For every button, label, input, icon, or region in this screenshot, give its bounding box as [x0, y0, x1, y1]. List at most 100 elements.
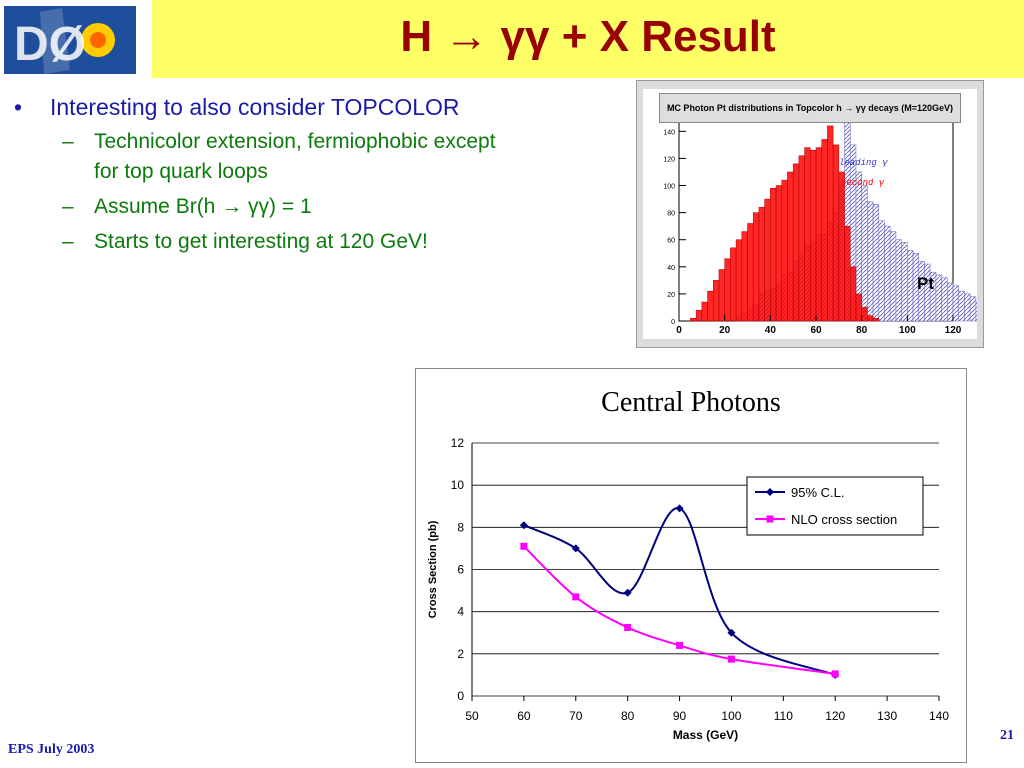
x-tick-label: 70	[569, 709, 583, 723]
histogram-bar-second	[724, 258, 731, 322]
histogram-bar-second	[770, 187, 777, 322]
histogram-bar-second	[690, 318, 697, 322]
histogram-bar-leading	[964, 293, 971, 322]
footer-conference: EPS July 2003	[8, 742, 95, 757]
x-tick-label: 120	[825, 709, 845, 723]
y-tick-label: 40	[667, 265, 675, 272]
bullet-main-text: Interesting to also consider TOPCOLOR	[50, 94, 460, 120]
histogram-bar-second	[718, 269, 725, 322]
histogram-bar-second	[827, 125, 834, 322]
y-tick-label: 80	[667, 211, 675, 218]
bullet-dot-icon: •	[14, 94, 23, 120]
bullet-list: • Interesting to also consider TOPCOLOR –…	[14, 92, 614, 257]
data-point-diamond	[727, 628, 736, 637]
slide-header: DØ H → γγ + X Result	[0, 0, 1024, 78]
x-tick-label: 110	[774, 709, 793, 723]
y-tick-label: 140	[663, 129, 675, 136]
x-tick-label: 60	[810, 325, 822, 336]
bullet-main: • Interesting to also consider TOPCOLOR	[14, 92, 614, 122]
line-chart: Central Photons 0 2 4 6 8 10 12 50 60 70 80 90 100 110…	[427, 387, 949, 742]
histogram-bar-leading	[958, 290, 965, 322]
data-point-diamond	[675, 504, 684, 513]
x-tick-label: 50	[465, 709, 479, 723]
sub-bullet-text: Starts to get interesting at 120 GeV!	[94, 230, 428, 253]
x-tick-label: 90	[673, 709, 687, 723]
data-point-square	[831, 670, 839, 678]
histogram-bar-leading	[946, 282, 954, 322]
page-number: 21	[1000, 728, 1014, 743]
histogram-bar-leading	[878, 220, 885, 322]
y-tick-label: 120	[663, 156, 675, 163]
sub-bullet-2: – Assume Br(h → γγ) = 1	[14, 192, 514, 222]
data-point-square	[572, 593, 580, 601]
histogram-bar-second	[810, 150, 817, 322]
data-point-square	[624, 623, 632, 631]
x-tick-label: 140	[929, 709, 949, 723]
x-tick-label: 40	[765, 325, 777, 336]
data-point-square	[727, 655, 735, 663]
legend-marker	[766, 488, 774, 496]
histogram-canvas: 0 20 40 60 80 100 120 0 20 40 60 80 100 120 140 leading…	[643, 89, 988, 339]
y-tick-label: 4	[457, 605, 464, 619]
x-axis-label: Pt	[917, 274, 934, 293]
data-point-diamond	[519, 521, 528, 530]
title-bar: H → γγ + X Result	[152, 0, 1024, 78]
histogram-bar-second	[832, 144, 840, 322]
slide-title: H → γγ + X Result	[400, 12, 776, 61]
histogram-bar-second	[855, 293, 862, 322]
data-point-square	[676, 641, 684, 649]
dash-icon: –	[62, 130, 74, 153]
histogram-bar-leading	[867, 201, 874, 322]
histogram-bar-second	[701, 301, 708, 322]
legend-marker	[766, 515, 774, 523]
histogram-bar-second	[775, 185, 783, 322]
y-tick-label: 100	[663, 184, 675, 191]
histogram-bar-second	[781, 179, 788, 322]
dash-icon: –	[62, 230, 74, 253]
histogram-bar-second	[713, 280, 720, 322]
y-tick-label: 60	[667, 238, 675, 245]
logo-text: DØ	[14, 18, 86, 71]
histogram-bar-second	[867, 315, 874, 322]
histogram-bar-second	[695, 309, 703, 322]
d0-logo-graphic: DØ	[4, 6, 136, 74]
histogram-bar-second	[747, 223, 754, 322]
histogram-chart: 0 20 40 60 80 100 120 0 20 40 60 80 100 120 140 leading…	[663, 110, 988, 336]
y-tick-label: 0	[671, 319, 675, 326]
series-line-1	[523, 545, 836, 675]
x-tick-label: 100	[721, 709, 741, 723]
d0-logo: DØ	[0, 0, 152, 78]
histogram-bar-second	[861, 307, 868, 322]
legend-leading: leading γ	[839, 158, 888, 168]
y-axis-label: Cross Section (pb)	[427, 520, 439, 618]
y-tick-label: 8	[457, 520, 464, 534]
dash-icon: –	[62, 195, 74, 218]
histogram-bar-leading	[941, 277, 948, 322]
histogram-bar-leading	[907, 250, 914, 322]
histogram-bar-second	[821, 139, 828, 322]
chart-title: Central Photons	[601, 387, 781, 418]
y-tick-label: 6	[457, 563, 464, 577]
histogram-panel: 0 20 40 60 80 100 120 0 20 40 60 80 100 120 140 leading…	[636, 80, 988, 348]
x-tick-label: 80	[621, 709, 635, 723]
histogram-bar-second	[844, 225, 851, 322]
histogram-bar-leading	[969, 296, 977, 322]
histogram-bar-leading	[975, 301, 982, 322]
legend-label: NLO cross section	[791, 512, 897, 527]
histogram-bar-second	[787, 171, 794, 322]
x-tick-label: 80	[856, 325, 868, 336]
x-tick-label: 130	[877, 709, 897, 723]
histogram-bar-second	[815, 147, 822, 322]
histogram-bar-leading	[901, 242, 908, 322]
sub-bullet-3: – Starts to get interesting at 120 GeV!	[14, 227, 514, 257]
legend-label: 95% C.L.	[791, 485, 844, 500]
x-tick-label: 0	[676, 325, 682, 336]
legend-box	[746, 476, 924, 536]
histogram-bar-second	[730, 247, 737, 322]
histogram-title: MC Photon Pt distributions in Topcolor h…	[659, 93, 961, 123]
sub-bullet-text: Assume Br(h → γγ) = 1	[94, 195, 312, 218]
x-axis-label: Mass (GeV)	[673, 728, 738, 742]
x-tick-label: 60	[517, 709, 531, 723]
histogram-bar-second	[850, 266, 857, 322]
histogram-bar-leading	[935, 274, 942, 322]
